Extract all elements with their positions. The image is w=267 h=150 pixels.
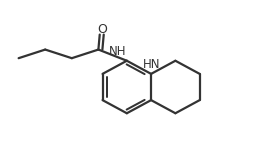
Text: NH: NH: [109, 45, 126, 58]
Text: O: O: [97, 23, 107, 36]
Text: HN: HN: [143, 58, 160, 71]
